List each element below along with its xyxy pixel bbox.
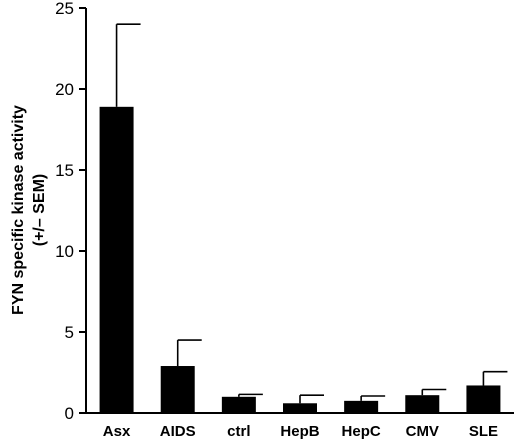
x-category-label: HepC: [342, 423, 381, 439]
bar-group-cmv: [405, 388, 447, 413]
y-tick-label: 20: [55, 80, 74, 99]
y-axis-ticks: 0 5 10 15 20 25: [55, 0, 86, 423]
x-category-label: SLE: [469, 423, 498, 439]
bar-group-hepc: [344, 395, 386, 413]
bar: [221, 396, 256, 413]
y-tick-label: 5: [65, 323, 74, 342]
bars: [99, 23, 508, 413]
y-tick-label: 0: [65, 404, 74, 423]
y-axis-title-line2: (+/– SEM): [31, 174, 48, 246]
axes: [85, 8, 514, 414]
bar: [344, 400, 379, 413]
y-tick-label: 25: [55, 0, 74, 18]
bar-group-hepb: [283, 394, 324, 413]
x-category-label: ctrl: [227, 423, 250, 439]
bar-group-sle: [466, 370, 508, 413]
y-axis-title-line1: FYN specific kinase activity: [10, 105, 27, 315]
x-category-label: Asx: [103, 423, 131, 439]
x-axis-labels: Asx AIDS ctrl HepB HepC CMV SLE: [103, 423, 498, 439]
y-tick-label: 10: [55, 242, 74, 261]
y-axis-title: FYN specific kinase activity (+/– SEM): [10, 105, 48, 315]
bar: [283, 403, 317, 413]
bar: [405, 395, 440, 413]
x-category-label: HepB: [280, 423, 319, 439]
bar-group-aids: [160, 339, 202, 413]
bar: [99, 106, 134, 413]
bar-group-ctrl: [221, 393, 263, 413]
x-category-label: CMV: [406, 423, 439, 439]
bar-group-asx: [99, 23, 141, 413]
bar: [160, 366, 195, 413]
y-tick-label: 15: [55, 161, 74, 180]
bar: [466, 385, 501, 413]
x-category-label: AIDS: [160, 423, 196, 439]
